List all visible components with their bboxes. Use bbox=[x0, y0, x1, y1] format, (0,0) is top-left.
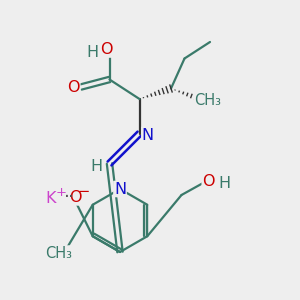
Text: +: + bbox=[56, 185, 66, 199]
Text: ·: · bbox=[64, 188, 70, 207]
Text: K: K bbox=[46, 191, 56, 206]
Text: CH₃: CH₃ bbox=[45, 246, 72, 261]
Text: N: N bbox=[142, 128, 154, 142]
Text: H: H bbox=[218, 176, 230, 190]
Text: O: O bbox=[69, 190, 81, 205]
Text: O: O bbox=[67, 80, 80, 94]
Text: CH₃: CH₃ bbox=[194, 93, 221, 108]
Text: O: O bbox=[202, 174, 215, 189]
Text: O: O bbox=[100, 42, 113, 57]
Text: ·: · bbox=[68, 188, 74, 207]
Text: N: N bbox=[114, 182, 126, 196]
Text: H: H bbox=[86, 45, 98, 60]
Text: −: − bbox=[78, 184, 90, 199]
Text: H: H bbox=[90, 159, 102, 174]
